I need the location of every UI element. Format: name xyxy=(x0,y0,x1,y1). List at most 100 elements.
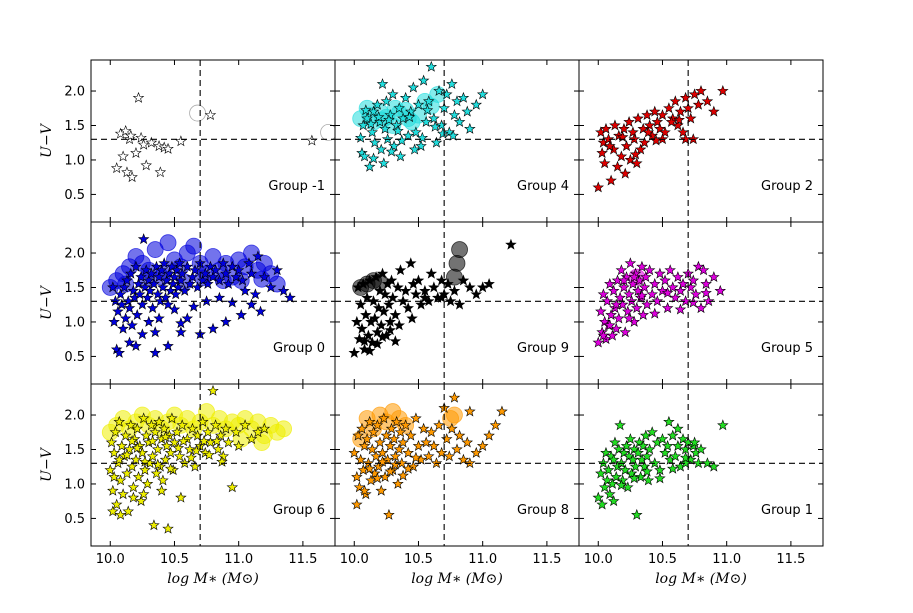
data-star xyxy=(397,436,409,448)
data-star xyxy=(618,446,630,458)
data-star xyxy=(410,288,422,300)
data-star xyxy=(387,291,399,303)
data-star xyxy=(117,150,129,162)
data-star xyxy=(619,326,631,338)
data-star xyxy=(176,419,188,431)
data-star xyxy=(202,426,214,438)
data-star xyxy=(379,471,391,482)
data-star xyxy=(213,291,226,303)
data-star xyxy=(149,426,161,438)
data-star xyxy=(108,315,120,327)
data-circle xyxy=(204,248,222,265)
data-star xyxy=(640,271,652,283)
data-star xyxy=(159,453,172,465)
panel-5: Group 5 xyxy=(578,221,824,385)
data-star xyxy=(351,471,363,482)
data-star xyxy=(393,102,405,114)
data-star xyxy=(700,286,712,298)
data-star xyxy=(430,136,443,148)
data-star xyxy=(137,412,150,424)
data-star xyxy=(428,439,440,451)
data-star xyxy=(701,457,714,469)
y-tick-label: 0.5 xyxy=(64,512,85,527)
data-star xyxy=(666,281,679,293)
data-star xyxy=(383,113,395,125)
data-star xyxy=(117,322,129,334)
data-star xyxy=(638,136,651,148)
data-star xyxy=(361,433,373,445)
data-star xyxy=(601,474,614,486)
data-star xyxy=(614,291,626,303)
data-star xyxy=(666,429,679,441)
data-star xyxy=(249,288,262,300)
data-star xyxy=(136,328,149,340)
data-star xyxy=(143,274,155,286)
data-star xyxy=(145,136,158,148)
data-star xyxy=(137,138,150,150)
panel-content xyxy=(579,384,823,546)
data-star xyxy=(232,439,245,451)
data-star xyxy=(654,122,666,134)
data-star xyxy=(470,288,483,300)
data-star xyxy=(367,295,380,307)
data-star xyxy=(420,436,432,448)
data-star xyxy=(378,305,390,317)
data-star xyxy=(360,308,372,320)
data-circle xyxy=(189,104,206,122)
data-star xyxy=(178,284,191,296)
data-star xyxy=(113,346,126,358)
data-star xyxy=(367,152,380,164)
data-star xyxy=(186,271,199,283)
panel-content xyxy=(335,384,579,546)
data-circle xyxy=(451,241,468,258)
data-star xyxy=(159,431,172,442)
data-star xyxy=(642,126,655,138)
data-star xyxy=(372,302,385,314)
data-star xyxy=(356,322,368,334)
panel-6: Group 6 xyxy=(90,383,336,547)
data-star xyxy=(191,429,204,441)
data-star xyxy=(125,419,137,431)
data-star xyxy=(191,281,204,293)
group-label: Group -1 xyxy=(268,179,325,194)
data-star xyxy=(389,450,402,462)
data-star xyxy=(600,122,612,134)
data-star xyxy=(116,439,128,451)
panel-4: Group 9 xyxy=(334,221,580,385)
data-star xyxy=(357,119,370,131)
data-star xyxy=(496,405,508,417)
data-star xyxy=(360,104,372,116)
y-tick-label: 1.0 xyxy=(64,153,85,168)
x-tick-label: 10.0 xyxy=(96,552,125,567)
x-tick-label: 11.0 xyxy=(712,552,741,567)
data-star xyxy=(679,91,692,103)
data-star xyxy=(700,277,712,289)
panel-content xyxy=(335,222,579,384)
data-star xyxy=(137,233,150,245)
data-star xyxy=(216,455,228,467)
data-star xyxy=(464,405,476,417)
data-star xyxy=(394,150,407,162)
data-star xyxy=(651,115,664,127)
data-star xyxy=(615,479,628,491)
data-star xyxy=(207,384,219,396)
data-star xyxy=(440,88,453,100)
data-star xyxy=(164,284,177,296)
data-star xyxy=(177,435,190,447)
data-star xyxy=(672,422,684,434)
data-star xyxy=(114,508,127,520)
data-star xyxy=(376,446,389,458)
data-circle xyxy=(185,237,203,255)
data-star xyxy=(701,95,714,107)
data-star xyxy=(306,134,318,146)
data-star xyxy=(187,300,200,312)
data-star xyxy=(127,284,140,296)
data-star xyxy=(425,267,438,279)
data-star xyxy=(168,436,181,448)
data-star xyxy=(687,296,700,308)
data-star xyxy=(235,309,248,320)
data-star xyxy=(123,302,136,314)
data-star xyxy=(620,439,633,451)
data-star xyxy=(150,467,163,479)
data-star xyxy=(679,443,692,455)
